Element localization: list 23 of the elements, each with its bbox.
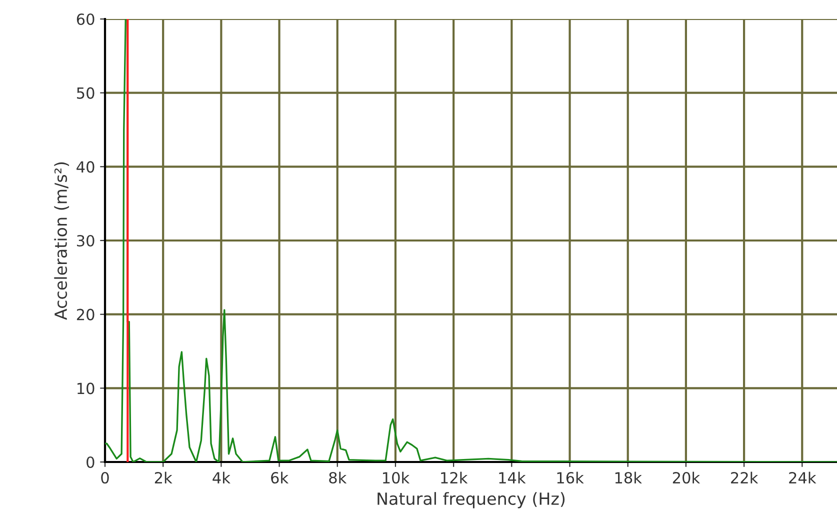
x-tick-label: 0: [101, 472, 109, 484]
x-axis-title: Natural frequency (Hz): [378, 492, 565, 508]
x-tick-label: 22k: [731, 472, 758, 484]
y-tick-label: 0: [86, 456, 94, 468]
y-axis-title: Acceleration (m/s²): [54, 162, 70, 320]
line-series: [105, 19, 837, 462]
x-tick-label: 24k: [789, 472, 816, 484]
x-tick-label: 12k: [441, 472, 468, 484]
y-tick-label: 50: [77, 87, 94, 99]
y-tick-label: 60: [76, 13, 94, 26]
x-tick-label: 4k: [212, 472, 230, 484]
x-tick-label: 2k: [154, 472, 172, 484]
y-tick-label: 30: [77, 234, 94, 247]
x-tick-label: 6k: [271, 472, 289, 484]
x-tick-label: 20k: [672, 472, 700, 484]
x-tick-label: 16k: [557, 472, 584, 484]
x-tick-label: 8k: [329, 472, 347, 484]
y-tick-label: 40: [76, 161, 94, 173]
x-tick-label: 14k: [499, 472, 526, 484]
x-tick-label: 18k: [615, 472, 642, 484]
y-tick-label: 10: [78, 382, 94, 394]
x-tick-label: 10k: [383, 472, 410, 484]
y-tick-label: 20: [76, 308, 94, 320]
